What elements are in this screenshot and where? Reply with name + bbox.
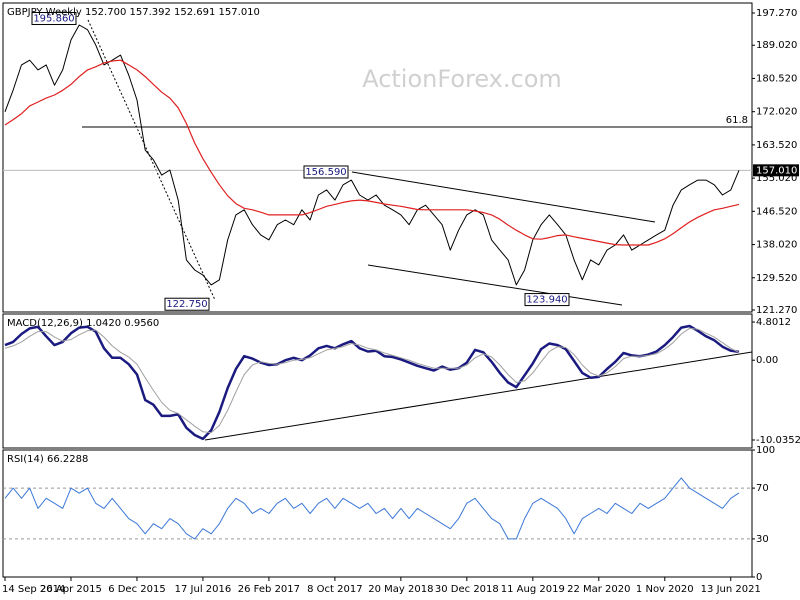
annotation-box <box>164 297 210 311</box>
trendline <box>87 19 216 301</box>
x-tick-label: 26 Apr 2015 <box>40 584 102 595</box>
series-line <box>4 59 740 246</box>
y-tick-label: 70 <box>756 483 769 494</box>
y-tick-label: 4.8012 <box>756 317 791 328</box>
fib-label: 61.8 <box>726 115 748 126</box>
annotation-box <box>31 12 77 26</box>
y-tick-label: 138.020 <box>756 240 797 251</box>
pane-title: RSI(14) 66.2288 <box>7 454 88 465</box>
y-tick-label: 146.520 <box>756 206 797 217</box>
x-tick-label: 13 Jun 2021 <box>701 584 761 595</box>
price-pane <box>2 2 753 313</box>
annotation-label: 122.750 <box>166 299 207 310</box>
y-tick-label: -10.0352 <box>756 435 800 446</box>
x-tick-label: 8 Oct 2017 <box>307 584 362 595</box>
annotation-label: 195.860 <box>33 14 74 25</box>
x-tick-label: 14 Sep 2014 <box>2 584 65 595</box>
y-tick-label: 163.520 <box>756 140 797 151</box>
x-tick-label: 20 May 2018 <box>368 584 433 595</box>
y-tick-label: 121.270 <box>756 305 797 316</box>
x-tick-label: 26 Feb 2017 <box>238 584 300 595</box>
y-tick-label: 0.00 <box>756 355 778 366</box>
annotation-label: 156.590 <box>305 167 346 178</box>
x-tick-label: 22 Mar 2020 <box>567 584 630 595</box>
x-tick-label: 1 Nov 2020 <box>636 584 694 595</box>
channel-lower <box>367 264 623 306</box>
y-tick-label: 197.270 <box>756 8 797 19</box>
annotation-box <box>303 165 349 179</box>
pane-title: MACD(12,26,9) 1.0420 0.9560 <box>7 318 159 329</box>
annotation-box <box>524 293 570 307</box>
series-line <box>4 477 740 540</box>
watermark: ActionForex.com <box>362 65 562 93</box>
series-line <box>4 324 740 441</box>
y-tick-label: 172.020 <box>756 107 797 118</box>
annotation-label: 123.940 <box>526 295 567 306</box>
rsi-pane <box>2 449 753 578</box>
channel-upper <box>351 171 656 223</box>
y-tick-label: 100 <box>756 445 775 456</box>
y-tick-label: 129.520 <box>756 273 797 284</box>
series-line <box>4 24 740 286</box>
y-tick-label: 30 <box>756 534 769 545</box>
macd-pane <box>2 313 753 449</box>
x-tick-label: 11 Aug 2019 <box>501 584 565 595</box>
macd-trendline <box>204 351 753 441</box>
x-tick-label: 30 Dec 2018 <box>435 584 499 595</box>
y-tick-label: 155.020 <box>756 173 797 184</box>
last-price-box <box>753 164 799 177</box>
last-price-label: 157.010 <box>756 165 797 176</box>
series-line <box>4 327 740 434</box>
pane-title: GBPJPY Weekly 152.700 157.392 152.691 15… <box>7 7 260 18</box>
x-tick-label: 17 Jul 2016 <box>175 584 232 595</box>
x-tick-label: 6 Dec 2015 <box>108 584 166 595</box>
y-tick-label: 189.020 <box>756 40 797 51</box>
y-tick-label: 0 <box>756 572 762 583</box>
y-tick-label: 180.520 <box>756 73 797 84</box>
